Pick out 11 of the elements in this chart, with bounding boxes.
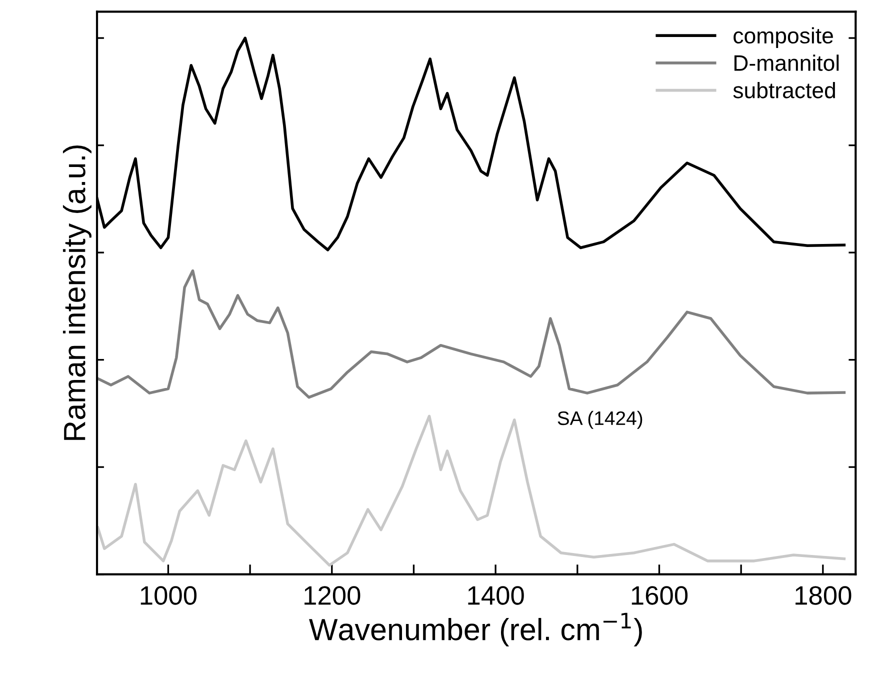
legend-label: D-mannitol (734, 54, 839, 71)
x-tick-label: 1000 (140, 586, 197, 605)
x-tick-label: 1200 (304, 586, 360, 605)
x-axis-title: Wavenumber (rel. cm$^{−1}$) (309, 612, 642, 646)
legend-label: subtracted (733, 82, 835, 98)
x-tick-label: 1600 (632, 586, 688, 605)
x-tick-label: 1800 (796, 586, 852, 605)
x-tick-label: 1400 (468, 586, 524, 605)
annotation: SA (1424) (558, 410, 642, 429)
y-axis-title: Raman intensity (a.u.) (62, 145, 92, 440)
legend-label: composite (734, 27, 833, 48)
